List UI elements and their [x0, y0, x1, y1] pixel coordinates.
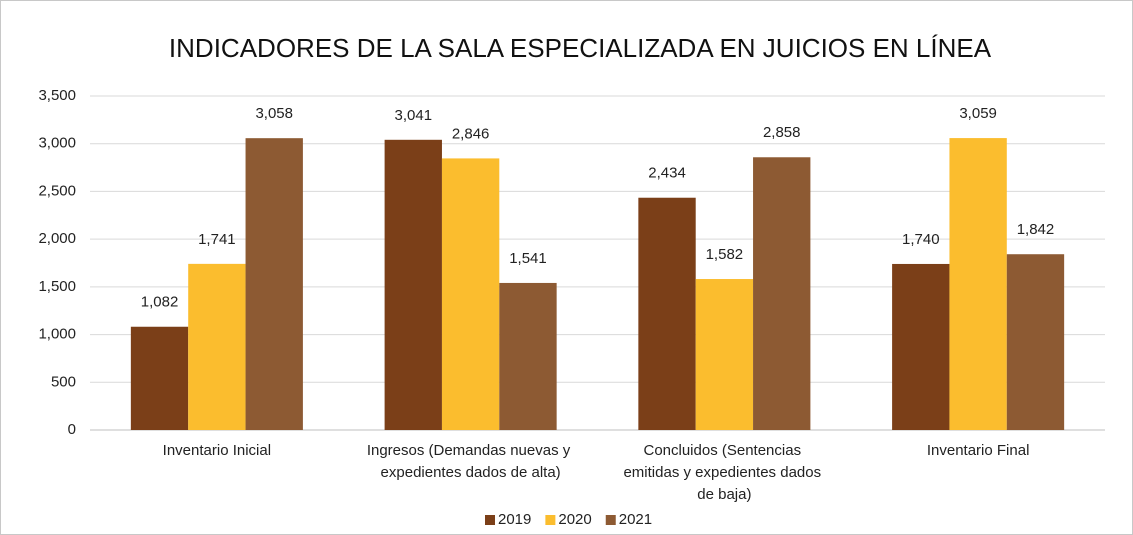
bar — [753, 157, 811, 430]
legend-label: 2021 — [619, 511, 652, 528]
value-label: 3,059 — [959, 105, 997, 122]
bar — [188, 263, 246, 430]
bar — [638, 197, 696, 430]
value-label: 1,740 — [902, 231, 940, 248]
x-tick-label: Inventario Inicial — [163, 442, 271, 459]
legend-swatch — [545, 515, 556, 525]
value-label: 1,582 — [706, 246, 744, 263]
bar — [441, 158, 500, 430]
bar — [130, 326, 189, 430]
bar — [695, 279, 754, 430]
chart-title: INDICADORES DE LA SALA ESPECIALIZADA EN … — [169, 33, 992, 63]
x-tick-label: Concluidos (Sentencias emitidas y expedi… — [623, 442, 825, 503]
bar — [892, 263, 950, 430]
y-tick-label: 0 — [68, 421, 76, 438]
bar — [245, 138, 303, 430]
y-tick-label: 2,500 — [38, 182, 76, 199]
value-label: 3,058 — [255, 105, 293, 122]
value-label: 1,541 — [509, 250, 547, 267]
value-label: 3,041 — [395, 107, 433, 124]
y-tick-label: 500 — [51, 373, 76, 390]
value-label: 1,842 — [1017, 221, 1055, 238]
legend-label: 2020 — [558, 511, 591, 528]
y-tick-label: 3,000 — [38, 135, 76, 152]
y-tick-label: 1,000 — [38, 326, 76, 343]
value-label: 2,858 — [763, 124, 801, 141]
value-label: 1,082 — [141, 294, 179, 311]
x-tick-label: Inventario Final — [927, 442, 1030, 459]
legend-label: 2019 — [498, 511, 531, 528]
bar — [949, 138, 1007, 431]
bar — [1006, 254, 1065, 430]
value-label: 2,434 — [648, 165, 686, 182]
x-tick-label: Ingresos (Demandas nuevas y expedientes … — [367, 442, 575, 481]
legend-swatch — [605, 515, 616, 525]
value-label: 2,846 — [452, 125, 490, 142]
value-label: 1,741 — [198, 231, 236, 248]
y-tick-label: 1,500 — [38, 278, 76, 295]
y-tick-label: 2,000 — [38, 230, 76, 247]
legend-swatch — [485, 515, 495, 525]
bar — [499, 282, 557, 430]
bar — [384, 139, 442, 431]
y-tick-label: 3,500 — [38, 87, 76, 104]
